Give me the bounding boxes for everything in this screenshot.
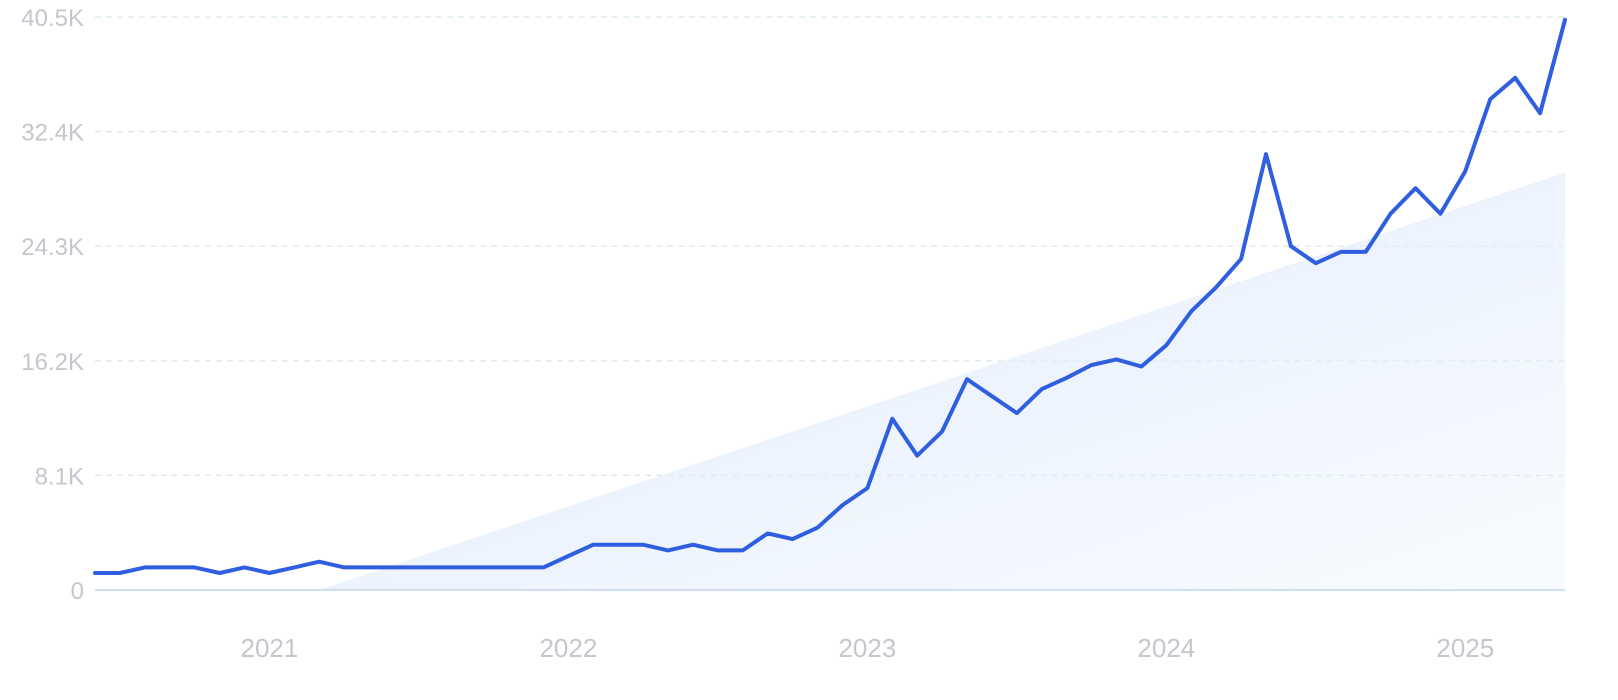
y-tick-label: 0 — [71, 578, 84, 605]
trend-area — [319, 172, 1565, 590]
y-tick-label: 8.1K — [35, 463, 84, 490]
x-tick-label: 2025 — [1436, 633, 1494, 663]
x-tick-label: 2024 — [1137, 633, 1195, 663]
series-line — [93, 17, 1567, 575]
y-tick-label: 32.4K — [21, 120, 84, 147]
y-tick-label: 16.2K — [21, 349, 84, 376]
y-tick-label: 40.5K — [21, 5, 84, 32]
x-tick-label: 2023 — [838, 633, 896, 663]
x-tick-label: 2021 — [240, 633, 298, 663]
x-tick-label: 2022 — [539, 633, 597, 663]
y-axis-ticks: 0 8.1K 16.2K 24.3K 32.4K 40.5K — [21, 5, 84, 605]
x-axis-ticks: 2021 2022 2023 2024 2025 — [240, 633, 1494, 663]
y-tick-label: 24.3K — [21, 234, 84, 261]
